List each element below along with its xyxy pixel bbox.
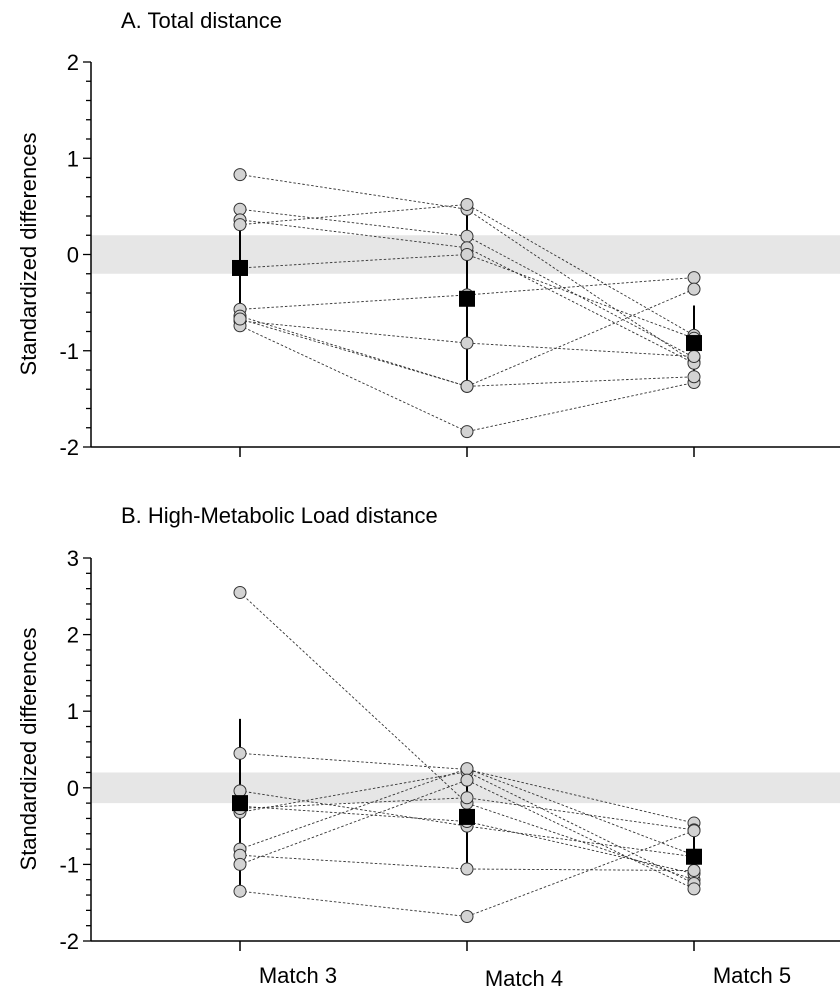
y-tick-label: -2 <box>59 435 79 460</box>
individual-point <box>460 909 474 923</box>
y-tick-label: 0 <box>67 776 79 801</box>
individual-line <box>239 318 695 387</box>
y-tick-label: 2 <box>67 50 79 75</box>
individual-point <box>460 336 474 350</box>
y-tick-label: 0 <box>67 243 79 268</box>
x-category-label: Match 3 <box>259 963 337 988</box>
individual-point <box>233 857 247 871</box>
individual-point <box>460 197 474 211</box>
individual-point <box>233 746 247 760</box>
panel-b-y-axis-label: Standardized differences <box>16 628 41 871</box>
individual-point <box>687 864 701 878</box>
panel-a: A. Total distance Standardized differenc… <box>16 8 840 460</box>
individual-point <box>233 168 247 182</box>
individual-point <box>460 248 474 261</box>
panel-a-y-axis-label: Standardized differences <box>16 133 41 376</box>
individual-line <box>239 779 695 890</box>
y-tick-label: 1 <box>67 146 79 171</box>
individual-line <box>239 325 695 433</box>
individual-point <box>460 791 474 805</box>
panel-b-title: B. High-Metabolic Load distance <box>121 503 438 528</box>
individual-point <box>460 762 474 776</box>
mean-marker <box>686 848 702 865</box>
panel-b: B. High-Metabolic Load distance Standard… <box>16 503 840 954</box>
individual-point <box>687 824 701 838</box>
y-tick-label: -2 <box>59 929 79 954</box>
individual-point <box>460 379 474 393</box>
y-tick-label: 2 <box>67 623 79 648</box>
individual-point <box>687 271 701 285</box>
mean-marker <box>459 808 475 825</box>
individual-point <box>233 784 247 798</box>
individual-point <box>687 282 701 296</box>
individual-line <box>239 203 695 336</box>
individual-point <box>460 229 474 243</box>
y-tick-label: 3 <box>67 546 79 571</box>
individual-point <box>233 884 247 898</box>
y-tick-label: -1 <box>59 339 79 364</box>
individual-point <box>687 370 701 384</box>
x-category-label: Match 5 <box>713 963 791 988</box>
individual-line <box>239 752 695 824</box>
individual-point <box>687 882 701 896</box>
individual-line <box>239 805 695 875</box>
individual-point <box>460 425 474 439</box>
y-tick-label: -1 <box>59 852 79 877</box>
mean-marker <box>232 795 248 812</box>
individual-point <box>233 585 247 599</box>
x-category-label: Match 4 <box>485 966 563 989</box>
individual-line <box>239 288 695 387</box>
individual-point <box>460 773 474 787</box>
y-tick-label: 1 <box>67 699 79 724</box>
mean-marker <box>686 335 702 352</box>
individual-point <box>687 350 701 364</box>
panel-a-title: A. Total distance <box>121 8 282 33</box>
individual-point <box>460 862 474 876</box>
mean-marker <box>232 259 248 276</box>
individual-line <box>239 592 695 881</box>
individual-point <box>233 218 247 232</box>
individual-line <box>239 320 695 357</box>
individual-point <box>233 312 247 326</box>
x-category-labels: Match 3 Match 4 Match 5 <box>259 963 791 989</box>
mean-marker <box>459 290 475 307</box>
